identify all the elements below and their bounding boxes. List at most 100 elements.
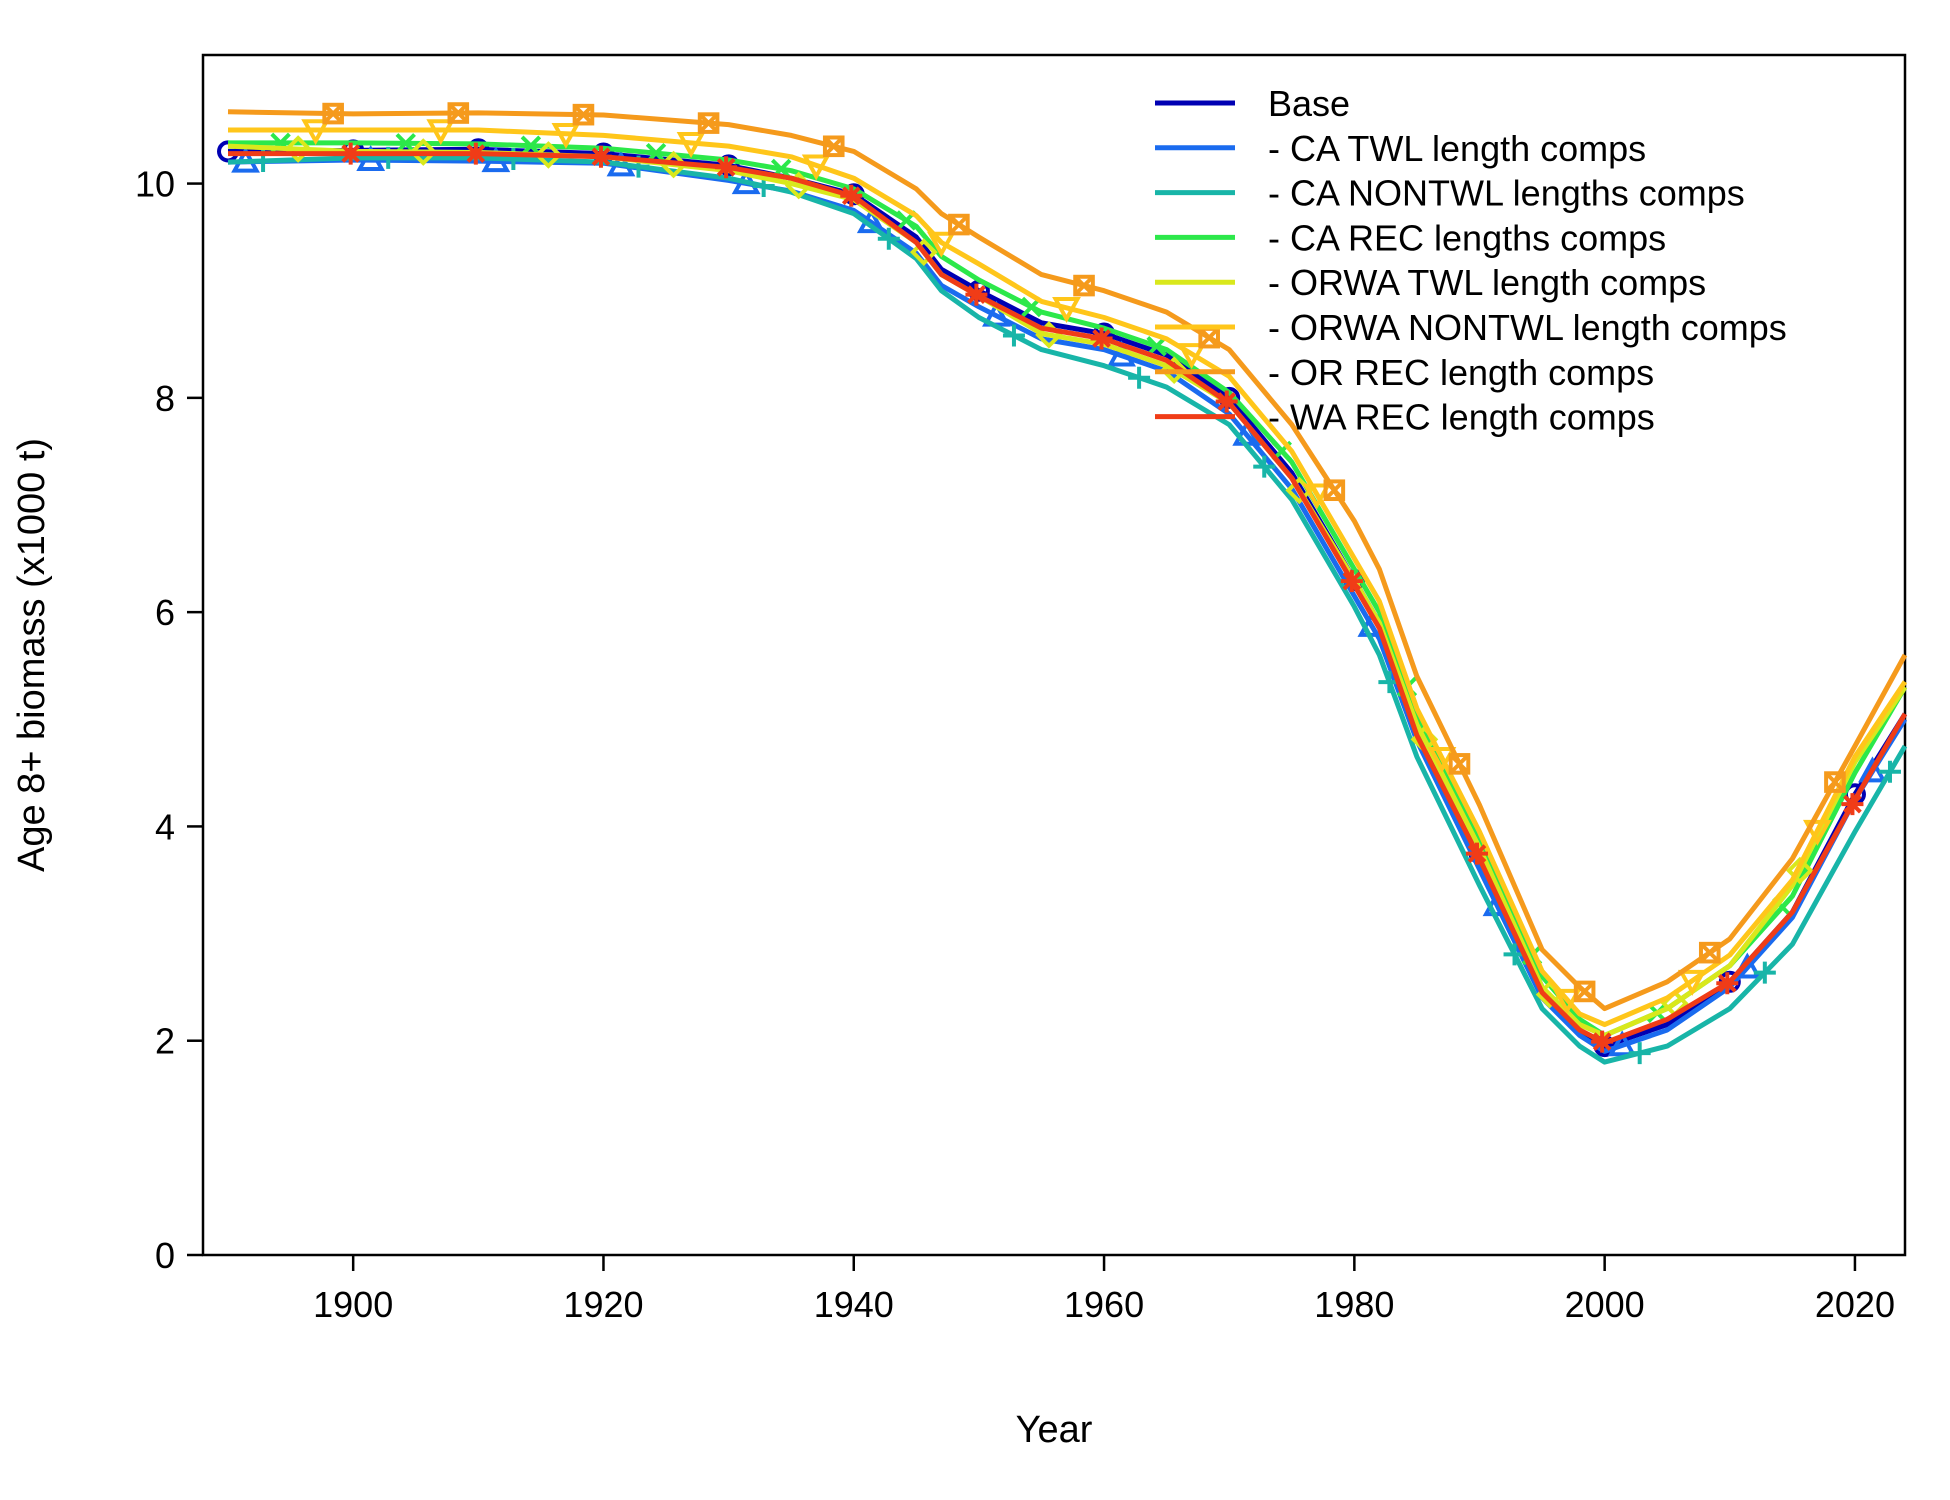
data-point-marker (1323, 479, 1346, 502)
data-point-marker (840, 184, 863, 207)
data-point-marker (1753, 961, 1776, 984)
legend-entry-label: - OR REC length comps (1268, 352, 1654, 393)
series-line (228, 127, 1908, 1028)
x-tick-label: 1980 (1314, 1284, 1394, 1325)
x-tick-label: 1940 (814, 1284, 894, 1325)
data-point-marker (1574, 981, 1595, 1002)
y-tick-label: 2 (155, 1021, 175, 1062)
data-point-marker (1146, 335, 1167, 357)
legend-entry-label: Base (1268, 83, 1350, 124)
data-point-marker (1878, 760, 1901, 783)
data-point-marker (1160, 356, 1188, 385)
series-group (228, 142, 1908, 1053)
data-point-marker (676, 132, 706, 158)
data-point-marker (1677, 969, 1707, 996)
data-point-marker (1573, 980, 1596, 1003)
data-point-marker (1449, 753, 1470, 775)
data-point-marker (1841, 793, 1864, 816)
data-point-marker (1698, 941, 1721, 964)
data-point-marker (447, 102, 470, 124)
data-point-marker (697, 112, 720, 134)
data-point-marker (1073, 275, 1095, 296)
data-point-marker (910, 238, 938, 266)
data-point-marker (822, 135, 845, 158)
data-point-marker (1324, 479, 1345, 501)
data-point-marker (1858, 756, 1887, 783)
data-point-marker (322, 103, 344, 124)
data-point-marker (1198, 327, 1220, 348)
data-point-marker (395, 133, 416, 154)
y-tick-label: 10 (135, 164, 175, 205)
data-point-marker (1052, 297, 1081, 323)
data-point-marker (877, 227, 900, 250)
data-point-marker (926, 231, 956, 258)
legend: Base- CA TWL length comps- CA NONTWL len… (1155, 83, 1787, 438)
x-tick-label: 2000 (1565, 1284, 1645, 1325)
data-point-marker (520, 135, 542, 156)
x-tick-label: 1900 (313, 1284, 393, 1325)
data-point-marker (1128, 366, 1151, 389)
data-point-marker (1628, 1042, 1651, 1065)
data-point-marker (589, 145, 612, 168)
data-point-marker (1552, 988, 1582, 1015)
series-layer (217, 102, 1908, 1065)
y-tick-label: 4 (155, 806, 175, 847)
data-point-marker (573, 104, 594, 125)
data-point-marker (409, 138, 438, 166)
y-tick-label: 0 (155, 1235, 175, 1276)
data-point-marker (1716, 972, 1739, 995)
data-point-marker (1699, 942, 1720, 963)
data-point-marker (426, 119, 456, 146)
y-axis-title: Age 8+ biomass (x1000 t) (11, 438, 53, 872)
plot-area (201, 53, 1908, 1257)
data-point-marker (1302, 483, 1332, 510)
data-point-marker (1824, 771, 1846, 793)
x-axis: 1900 1920 1940 1960 1980 2000 2020 (313, 1255, 1895, 1325)
data-point-marker (1340, 570, 1363, 593)
data-point-marker (572, 103, 595, 126)
x-tick-label: 1960 (1064, 1284, 1144, 1325)
data-point-marker (1591, 1030, 1614, 1053)
data-point-marker (1607, 1030, 1637, 1057)
y-axis: 0 2 4 6 8 10 (135, 164, 203, 1276)
series-group (228, 119, 1908, 1028)
data-point-marker (464, 142, 487, 165)
legend-entry-label: - CA TWL length comps (1268, 128, 1646, 169)
legend-entry-label: - WA REC length comps (1268, 397, 1655, 438)
series-line (227, 109, 1908, 1012)
data-point-marker (823, 136, 844, 157)
legend-entry-label: - CA NONTWL lengths comps (1268, 173, 1745, 214)
x-axis-title: Year (1016, 1409, 1093, 1451)
data-point-marker (1253, 455, 1276, 478)
data-point-marker (1466, 842, 1488, 865)
series-group (227, 146, 1908, 1065)
data-point-marker (948, 214, 970, 235)
data-point-marker (1802, 819, 1832, 846)
data-point-marker (715, 156, 738, 179)
data-point-marker (965, 283, 988, 306)
data-point-marker (1090, 327, 1113, 350)
data-point-marker (1177, 343, 1207, 370)
data-point-marker (1786, 856, 1814, 885)
legend-entry-label: - ORWA NONTWL length comps (1268, 307, 1787, 348)
data-point-marker (301, 119, 331, 146)
x-tick-label: 1920 (563, 1284, 643, 1325)
data-point-marker (698, 112, 719, 134)
data-point-marker (1448, 753, 1471, 775)
x-tick-label: 2020 (1815, 1284, 1895, 1325)
data-point-marker (801, 154, 831, 181)
data-point-marker (948, 213, 970, 236)
data-point-marker (551, 122, 581, 149)
data-point-marker (448, 102, 469, 124)
data-point-marker (339, 142, 362, 165)
data-point-marker (1824, 771, 1846, 793)
data-point-marker (1215, 390, 1238, 413)
data-point-marker (1073, 274, 1095, 297)
y-tick-label: 6 (155, 592, 175, 633)
y-tick-label: 8 (155, 378, 175, 419)
data-point-marker (322, 102, 344, 125)
data-point-marker (1002, 324, 1025, 347)
legend-entry-label: - CA REC lengths comps (1268, 217, 1666, 258)
data-point-marker (1427, 747, 1457, 773)
